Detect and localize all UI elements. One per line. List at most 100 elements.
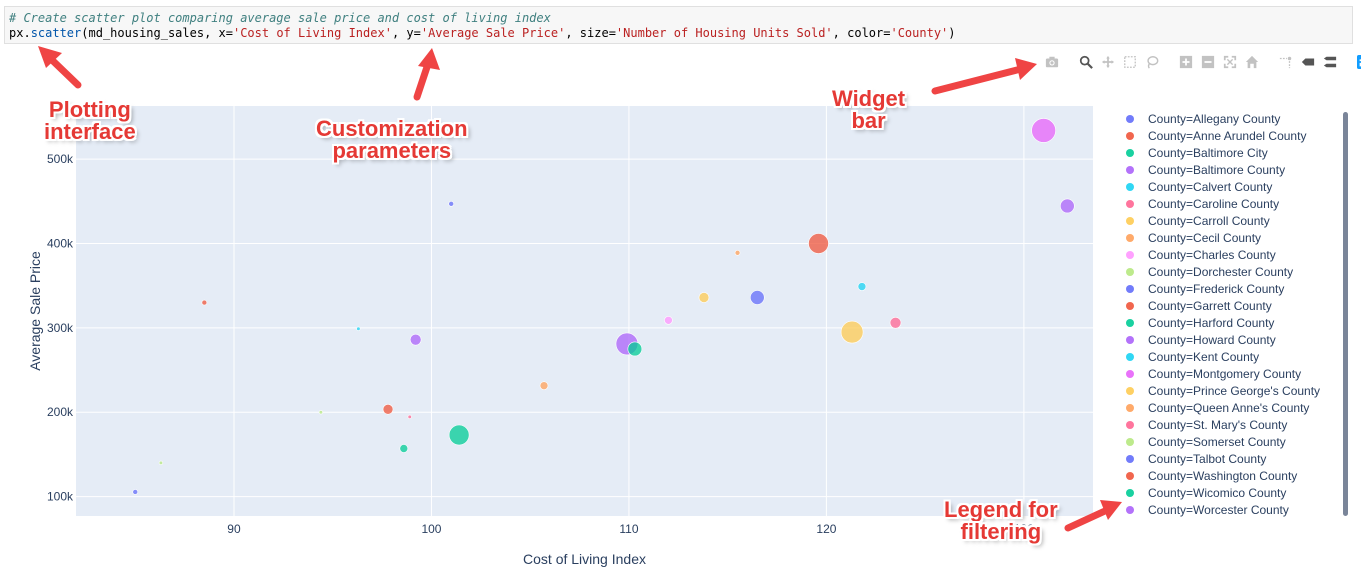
data-points (132, 118, 1075, 495)
legend-item[interactable]: County=Montgomery County (1126, 367, 1301, 381)
data-point[interactable] (664, 315, 673, 325)
data-point[interactable] (448, 201, 455, 207)
hover-compare-icon[interactable] (1322, 54, 1338, 70)
legend-item[interactable]: County=Queen Anne's County (1126, 401, 1309, 415)
arrow-plotting (38, 46, 82, 89)
code-sep3: , color= (832, 26, 891, 40)
code-y-arg: 'Average Sale Price' (420, 26, 566, 40)
legend-label: County=Queen Anne's County (1148, 401, 1309, 415)
legend-item[interactable]: County=Worcester County (1126, 503, 1289, 517)
x-tick-label: 110 (619, 522, 638, 536)
plot-area[interactable] (76, 106, 1093, 516)
hover-closest-icon[interactable] (1300, 54, 1316, 70)
lasso-icon[interactable] (1144, 54, 1160, 70)
zoom-icon[interactable] (1078, 54, 1094, 70)
data-point[interactable] (539, 381, 549, 390)
data-point[interactable] (734, 249, 741, 256)
legend-marker (1126, 302, 1134, 310)
legend-marker (1126, 438, 1134, 446)
legend-marker (1126, 149, 1134, 157)
data-point[interactable] (201, 299, 208, 306)
code-comment: # Create scatter plot comparing average … (9, 11, 551, 25)
x-tick-label: 90 (227, 522, 241, 536)
zoom-in-icon[interactable] (1178, 54, 1194, 70)
legend-item[interactable]: County=Charles County (1126, 248, 1276, 262)
data-point[interactable] (840, 320, 864, 344)
legend-item[interactable]: County=Frederick County (1126, 282, 1284, 296)
zoom-out-icon[interactable] (1200, 54, 1216, 70)
autoscale-icon[interactable] (1222, 54, 1238, 70)
plotly-logo-icon[interactable] (1356, 54, 1361, 70)
data-point[interactable] (749, 290, 765, 305)
data-point[interactable] (1060, 198, 1075, 214)
annotation-legend-filtering: Legend for filtering (944, 497, 1058, 544)
legend-item[interactable]: County=Dorchester County (1126, 265, 1293, 279)
legend-label: County=Harford County (1148, 316, 1274, 330)
legend-item[interactable]: County=Harford County (1126, 316, 1274, 330)
legend-item[interactable]: County=Howard County (1126, 333, 1276, 347)
data-point[interactable] (356, 326, 361, 331)
legend-marker (1126, 268, 1134, 276)
data-point[interactable] (698, 292, 710, 303)
legend-item[interactable]: County=Talbot County (1126, 452, 1266, 466)
data-point[interactable] (808, 233, 829, 254)
legend-label: County=Kent County (1148, 350, 1259, 364)
camera-icon[interactable] (1044, 54, 1060, 70)
code-sep1: , y= (391, 26, 421, 40)
legend-item[interactable]: County=Caroline County (1126, 197, 1279, 211)
legend-item[interactable]: County=Baltimore County (1126, 163, 1285, 177)
legend-item[interactable]: County=Washington County (1126, 469, 1297, 483)
legend-item[interactable]: County=Garrett County (1126, 299, 1272, 313)
data-point[interactable] (857, 282, 867, 291)
code-x-arg: 'Cost of Living Index' (232, 26, 392, 40)
code-size-arg: 'Number of Housing Units Sold' (615, 26, 833, 40)
code-prefix: px. (9, 26, 31, 40)
legend-scrollbar[interactable] (1343, 112, 1348, 516)
data-point[interactable] (382, 403, 394, 415)
data-point[interactable] (409, 333, 422, 346)
legend-label: County=Baltimore County (1148, 163, 1285, 177)
pan-icon[interactable] (1100, 54, 1116, 70)
legend-marker (1126, 234, 1134, 242)
x-axis-title: Cost of Living Index (523, 551, 646, 567)
legend-item[interactable]: County=Kent County (1126, 350, 1259, 364)
data-point[interactable] (318, 410, 323, 415)
home-icon[interactable] (1244, 54, 1260, 70)
data-point[interactable] (1031, 118, 1056, 143)
legend-label: County=Washington County (1148, 469, 1297, 483)
data-point[interactable] (627, 341, 643, 357)
legend-item[interactable]: County=Wicomico County (1126, 486, 1286, 500)
data-point[interactable] (407, 414, 412, 419)
legend-label: County=Worcester County (1148, 503, 1289, 517)
legend-label: County=Garrett County (1148, 299, 1272, 313)
annotation-plotting-interface: Plotting interface (44, 97, 136, 144)
legend: County=Allegany County County=Anne Arunde… (1126, 112, 1320, 517)
annotation-customization-parameters: Customization parameters (316, 116, 468, 163)
data-point[interactable] (158, 460, 164, 465)
legend-marker (1126, 489, 1134, 497)
legend-marker (1126, 251, 1134, 259)
box-select-icon[interactable] (1122, 54, 1138, 70)
legend-item[interactable]: County=Cecil County (1126, 231, 1261, 245)
code-func: scatter (30, 26, 82, 40)
data-point[interactable] (399, 444, 409, 453)
x-tick-label: 120 (816, 522, 836, 536)
legend-item[interactable]: County=Baltimore City (1126, 146, 1268, 160)
legend-marker (1126, 336, 1134, 344)
annotation-widget-bar: Widget bar (832, 86, 906, 133)
data-point[interactable] (889, 317, 902, 329)
data-point[interactable] (132, 489, 139, 495)
spike-lines-icon[interactable] (1278, 54, 1294, 70)
legend-item[interactable]: County=Calvert County (1126, 180, 1272, 194)
code-cell[interactable]: # Create scatter plot comparing average … (4, 6, 1353, 44)
legend-item[interactable]: County=Somerset County (1126, 435, 1286, 449)
legend-item[interactable]: County=St. Mary's County (1126, 418, 1287, 432)
legend-item[interactable]: County=Anne Arundel County (1126, 129, 1306, 143)
legend-marker (1126, 472, 1134, 480)
legend-item[interactable]: County=Carroll County (1126, 214, 1270, 228)
legend-item[interactable]: County=Prince George's County (1126, 384, 1320, 398)
data-point[interactable] (448, 424, 470, 446)
legend-label: County=Allegany County (1148, 112, 1280, 126)
legend-item[interactable]: County=Allegany County (1126, 112, 1280, 126)
